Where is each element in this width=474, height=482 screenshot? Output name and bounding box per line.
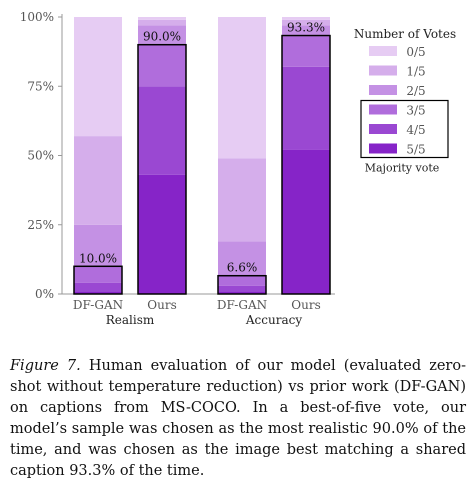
legend-swatch	[369, 46, 397, 56]
bar-segment	[138, 44, 186, 87]
bar-segment	[282, 25, 330, 37]
bar-segment	[218, 291, 266, 294]
legend-label: 1/5	[406, 65, 425, 79]
legend-title: Number of Votes	[354, 27, 456, 41]
data-label: 90.0%	[143, 30, 181, 44]
y-tick-label: 100%	[20, 10, 54, 24]
bar-segment	[74, 17, 122, 137]
legend-label: 2/5	[406, 84, 425, 98]
legend-swatch	[369, 85, 397, 95]
caption-text: Human evaluation of our model (evaluated…	[10, 358, 466, 479]
y-tick-label: 25%	[27, 218, 54, 232]
legend-majority-label: Majority vote	[365, 162, 440, 175]
x-tick-label: Ours	[291, 298, 320, 312]
group-label: Accuracy	[245, 313, 302, 327]
bar-segment	[74, 282, 122, 292]
bar-segment	[218, 158, 266, 242]
majority-vote-box	[217, 274, 267, 295]
bar-segment	[74, 136, 122, 225]
bar-segment	[138, 174, 186, 294]
group-label: Realism	[106, 313, 155, 327]
bar-segment	[74, 291, 122, 294]
bar-segment	[138, 17, 186, 20]
bar-segment	[282, 17, 330, 20]
bar-segment	[282, 19, 330, 26]
legend-swatch	[369, 65, 397, 76]
majority-vote-box	[281, 34, 331, 295]
bar-segment	[218, 285, 266, 292]
legend-swatch	[369, 124, 397, 134]
legend-label: 3/5	[406, 104, 425, 118]
legend-majority-box	[360, 99, 449, 159]
x-tick-label: DF-GAN	[73, 298, 123, 312]
x-tick-label: Ours	[147, 298, 176, 312]
bar-segment	[282, 66, 330, 150]
data-label: 10.0%	[79, 251, 117, 265]
bar-segment	[218, 17, 266, 159]
bar-segment	[74, 266, 122, 283]
legend-label: 5/5	[406, 143, 425, 157]
bar-segment	[282, 36, 330, 67]
legend-swatch	[369, 104, 397, 115]
legend-label: 4/5	[406, 123, 425, 137]
figure-label: Figure 7.	[10, 358, 81, 374]
bar-segment	[138, 86, 186, 175]
data-label: 93.3%	[287, 21, 325, 35]
bar-segment	[74, 224, 122, 267]
bar-segment	[138, 19, 186, 26]
legend-label: 0/5	[406, 45, 425, 59]
majority-vote-box	[137, 43, 187, 295]
figure-caption: Figure 7. Human evaluation of our model …	[10, 356, 466, 482]
y-tick-label: 50%	[27, 149, 54, 163]
bar-segment	[218, 274, 266, 286]
y-tick-label: 75%	[27, 79, 54, 93]
majority-vote-box	[73, 265, 123, 295]
stacked-bar-chart: 0% 25% 50% 75% 100% 10.0% DF-GAN 90.0% Ours 6.6% D…	[20, 10, 456, 327]
bar-segment	[138, 25, 186, 45]
bar-segment	[282, 149, 330, 294]
bar-segment	[218, 241, 266, 275]
y-tick-label: 0%	[35, 287, 54, 301]
legend-swatch	[369, 143, 397, 154]
data-label: 6.6%	[227, 261, 258, 275]
x-tick-label: DF-GAN	[217, 298, 267, 312]
